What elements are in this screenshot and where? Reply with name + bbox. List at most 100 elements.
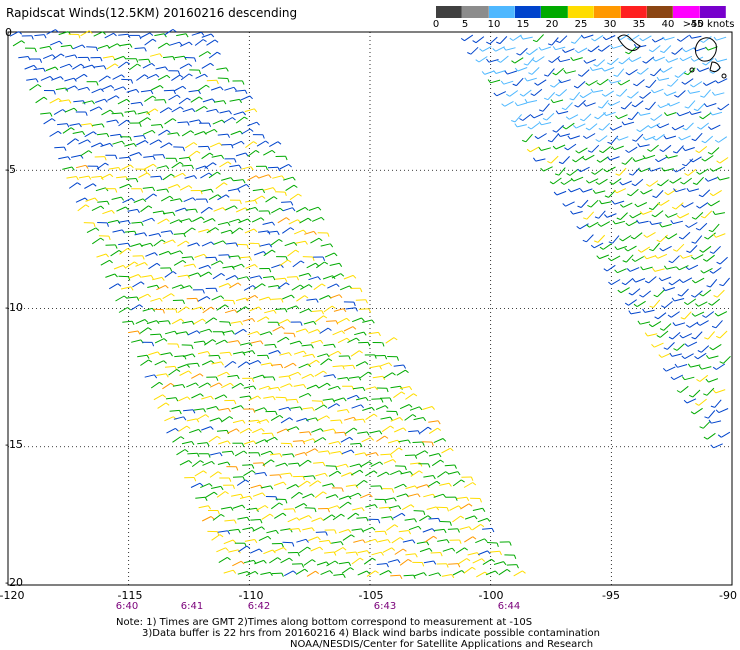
wind-barb-flag	[253, 108, 258, 113]
wind-barb-flag	[238, 164, 242, 169]
wind-barb-flag	[643, 255, 647, 260]
wind-barb	[362, 319, 373, 323]
wind-barb-flag	[202, 318, 206, 322]
wind-barb	[597, 234, 606, 243]
wind-barb	[707, 177, 718, 182]
wind-barb-flag	[245, 152, 249, 157]
wind-barb	[712, 166, 723, 172]
wind-barb	[242, 350, 253, 354]
wind-barb-flag	[670, 376, 675, 380]
wind-barb	[110, 133, 121, 137]
wind-barb	[353, 539, 364, 543]
wind-barb	[164, 118, 174, 125]
wind-barb-flag	[567, 188, 572, 193]
wind-barb	[165, 397, 176, 400]
wind-barb	[666, 266, 677, 270]
wind-barb-flag	[659, 328, 664, 331]
wind-barb-flag	[397, 559, 401, 564]
wind-barb-flag	[198, 90, 201, 95]
wind-barb	[173, 172, 183, 179]
wind-barb-flag	[639, 211, 644, 215]
wind-barb-flag	[707, 126, 712, 130]
wind-barb	[216, 429, 228, 432]
wind-barb	[611, 279, 621, 286]
wind-barb	[428, 453, 439, 457]
wind-barb-flag	[403, 483, 407, 488]
wind-barb	[303, 320, 314, 325]
wind-barb	[186, 418, 197, 422]
wind-barb-flag	[632, 278, 636, 283]
wind-barb	[104, 32, 114, 39]
wind-barb-flag	[292, 176, 296, 181]
wind-barb	[140, 242, 151, 247]
wind-barb	[148, 262, 158, 270]
wind-barb-flag	[677, 294, 682, 297]
wind-barb	[113, 86, 124, 91]
wind-barb	[685, 122, 694, 131]
wind-barb-flag	[707, 151, 712, 155]
wind-barb	[296, 206, 306, 213]
wind-barb	[682, 231, 691, 240]
wind-barb	[301, 344, 312, 347]
wind-barb-flag	[279, 502, 283, 506]
wind-barb	[700, 122, 710, 130]
wind-barb-flag	[179, 106, 184, 110]
wind-barb-flag	[379, 461, 384, 465]
wind-barb-flag	[98, 106, 103, 110]
wind-barb-flag	[440, 459, 444, 463]
wind-barb-flag	[218, 382, 223, 386]
wind-barb	[177, 364, 188, 369]
wind-barb-flag	[169, 195, 174, 200]
wind-barb-flag	[421, 562, 425, 567]
wind-barb-flag	[249, 256, 252, 261]
wind-barb-flag	[289, 472, 293, 477]
wind-barb-flag	[236, 375, 240, 380]
wind-barb	[216, 304, 226, 311]
wind-barb	[164, 365, 175, 368]
legend-swatch-4	[541, 6, 568, 18]
wind-barb	[197, 296, 208, 302]
wind-barb-flag	[637, 143, 641, 147]
wind-barb-flag	[129, 136, 132, 141]
wind-barb	[332, 365, 343, 368]
wind-barb-flag	[341, 330, 345, 334]
wind-barb-flag	[270, 450, 274, 455]
wind-barb-flag	[277, 557, 282, 561]
wind-barb	[268, 285, 279, 288]
wind-barb-flag	[681, 376, 686, 380]
wind-barb-flag	[202, 39, 207, 43]
wind-barb-flag	[555, 40, 561, 44]
wind-barb-flag	[652, 195, 657, 199]
wind-barb-flag	[221, 272, 225, 277]
wind-barb	[253, 195, 263, 202]
wind-barb-flag	[265, 316, 270, 320]
wind-barb	[62, 127, 72, 134]
wind-barb	[187, 362, 198, 365]
wind-barb-flag	[179, 198, 183, 203]
wind-barb	[617, 245, 627, 251]
wind-barb-flag	[246, 276, 250, 281]
wind-barb	[173, 85, 183, 92]
wind-barb-flag	[667, 314, 672, 318]
wind-barb-flag	[389, 416, 393, 421]
wind-barb	[379, 570, 389, 576]
wind-barb-flag	[208, 453, 211, 458]
wind-barb-flag	[261, 195, 266, 199]
wind-barb-flag	[493, 70, 497, 74]
wind-barb	[434, 528, 445, 531]
wind-barb	[118, 220, 129, 223]
wind-barb	[178, 396, 188, 402]
wind-barb-flag	[367, 342, 371, 347]
wind-barb-flag	[284, 308, 288, 313]
lat-label-minus5: -5	[5, 163, 16, 176]
wind-barb-flag	[237, 340, 241, 345]
wind-barb-flag	[664, 191, 669, 196]
wind-barb-flag	[219, 260, 224, 264]
wind-barb	[423, 560, 434, 564]
wind-barb	[208, 171, 218, 179]
wind-barb	[221, 382, 231, 389]
wind-barb-flag	[193, 142, 198, 146]
wind-barb	[472, 507, 483, 511]
wind-barb-flag	[328, 358, 333, 362]
wind-barb	[523, 89, 532, 97]
